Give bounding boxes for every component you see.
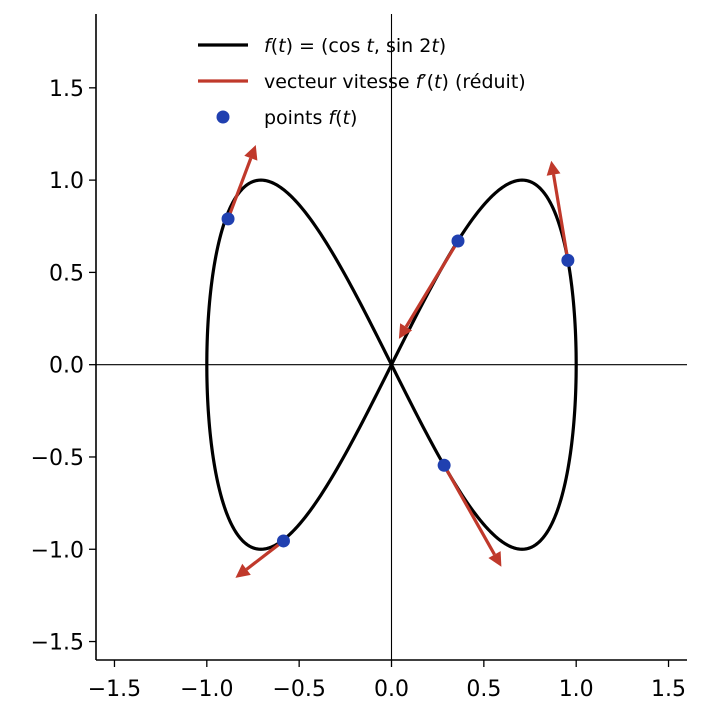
velocity-arrow-shaft xyxy=(404,240,460,328)
y-tick-label: 1.0 xyxy=(49,169,84,194)
curve-point xyxy=(561,253,575,267)
velocity-arrow-head xyxy=(546,160,561,176)
curve-layer xyxy=(205,178,578,551)
velocity-arrow xyxy=(546,160,570,261)
velocity-arrow-shaft xyxy=(245,539,285,571)
legend: f(t) = (cos t, sin 2t)vecteur vitesse f′… xyxy=(198,35,526,129)
legend-label-curve: f(t) = (cos t, sin 2t) xyxy=(264,35,446,57)
legend-label-arrows: vecteur vitesse f′(t) (réduit) xyxy=(264,71,526,93)
legend-label-part: points xyxy=(264,107,328,129)
x-tick-label: 0.5 xyxy=(466,677,501,702)
y-axis-ticks: −1.5 −1.0 −0.5 0.0 0.5 1.0 1.5 xyxy=(31,77,96,656)
legend-label-part: ) = (cos xyxy=(286,35,367,57)
legend-label-part: t xyxy=(366,35,375,57)
x-axis-ticks: −1.5 −1.0 −0.5 0.0 0.5 1.0 1.5 xyxy=(88,660,686,702)
curve-point xyxy=(276,534,290,548)
velocity-arrow-shaft xyxy=(226,157,253,220)
y-tick-label: −1.5 xyxy=(31,631,84,656)
velocity-arrow-head xyxy=(398,323,413,339)
curve-point xyxy=(437,458,451,472)
zero-lines xyxy=(96,14,687,660)
curve-point xyxy=(451,234,465,248)
legend-label-part: t xyxy=(278,35,287,57)
velocity-arrow-shaft xyxy=(551,174,570,261)
legend-label-part: ) xyxy=(350,107,357,129)
legend-label-part: , sin 2 xyxy=(374,35,431,57)
curve-point xyxy=(221,212,235,226)
legend-label-part: f xyxy=(416,71,426,93)
velocity-arrow xyxy=(226,145,258,220)
velocity-arrow-shaft xyxy=(442,464,496,556)
legend-label-part: ′( xyxy=(422,71,434,93)
y-tick-label: 0.0 xyxy=(49,354,84,379)
legend-label-part: t xyxy=(431,35,440,57)
legend-label-part: t xyxy=(343,107,352,129)
y-tick-label: 0.5 xyxy=(49,261,84,286)
velocity-arrow-head xyxy=(488,551,502,567)
x-tick-label: 1.0 xyxy=(559,677,594,702)
y-tick-label: 1.5 xyxy=(49,77,84,102)
velocity-arrow xyxy=(235,539,285,578)
legend-label-part: ) (réduit) xyxy=(442,71,526,93)
x-tick-label: −1.0 xyxy=(180,677,233,702)
velocity-arrow-head xyxy=(235,563,251,578)
velocity-arrow xyxy=(442,464,502,567)
x-tick-label: 0.0 xyxy=(374,677,409,702)
y-tick-label: −1.0 xyxy=(31,538,84,563)
x-tick-label: −1.5 xyxy=(88,677,141,702)
velocity-arrows xyxy=(226,145,570,578)
legend-label-part: t xyxy=(434,71,443,93)
legend-label-part: f xyxy=(264,35,274,57)
y-tick-label: −0.5 xyxy=(31,446,84,471)
x-tick-label: 1.5 xyxy=(651,677,686,702)
legend-label-part: ( xyxy=(271,35,278,57)
legend-label-part: f xyxy=(328,107,338,129)
legend-label-points: points f(t) xyxy=(264,107,357,129)
legend-label-part: ) xyxy=(439,35,446,57)
legend-label-part: vecteur vitesse xyxy=(264,71,416,93)
x-tick-label: −0.5 xyxy=(272,677,325,702)
curve-points xyxy=(221,212,575,548)
velocity-arrow-head xyxy=(244,145,258,161)
velocity-arrow xyxy=(398,240,460,339)
legend-swatch-points xyxy=(216,110,230,124)
legend-label-part: ( xyxy=(335,107,342,129)
parametric-curve xyxy=(205,178,578,551)
